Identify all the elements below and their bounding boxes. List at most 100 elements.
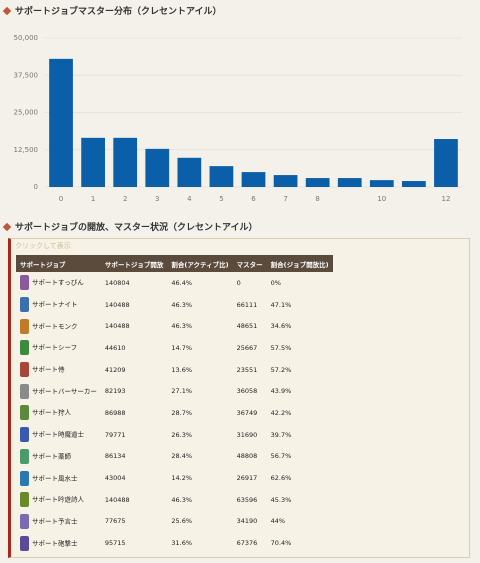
- table-cell: 0%: [267, 272, 333, 294]
- table-cell: 47.1%: [267, 294, 333, 316]
- table-row: サポート薬師 86134 28.4% 48808 56.7%: [16, 446, 333, 468]
- table-row: サポートバーサーカー 82193 27.1% 36058 43.9%: [16, 380, 333, 402]
- table-cell: 0: [233, 272, 267, 294]
- table-row: サポートすっぴん 140804 46.4% 0 0%: [16, 272, 333, 294]
- table-cell: 44%: [267, 511, 333, 533]
- table-cell: サポート狩人: [16, 402, 101, 424]
- cell-text: 25667: [236, 343, 258, 352]
- table-cell: 42.2%: [267, 402, 333, 424]
- y-tick-label: 12,500: [14, 146, 39, 154]
- bar: [177, 157, 202, 187]
- table-cell: 95715: [101, 532, 168, 554]
- table-cell: サポートすっぴん: [16, 272, 101, 294]
- cell-text: 39.7%: [270, 430, 292, 439]
- table-row: サポート侍 41209 13.6% 23551 57.2%: [16, 359, 333, 381]
- table-cell: 56.7%: [267, 446, 333, 468]
- cell-text: 26917: [236, 474, 258, 483]
- cell-text: 66111: [236, 300, 258, 309]
- table-cell: サポート吟遊詩人: [16, 489, 101, 511]
- table-cell: 67376: [233, 532, 267, 554]
- toggle-link[interactable]: クリックして表示: [15, 242, 71, 250]
- table-row: サポート予言士 77675 25.6% 34190 44%: [16, 511, 333, 533]
- table-cell: 31690: [233, 424, 267, 446]
- table-cell: 86134: [101, 446, 168, 468]
- x-tick-label: 6: [251, 195, 256, 203]
- table-cell: 27.1%: [167, 380, 232, 402]
- bar: [209, 166, 234, 187]
- job-icon: [20, 427, 29, 443]
- table-cell: 34.6%: [267, 315, 333, 337]
- job-icon: [20, 340, 29, 356]
- cell-text: 57.2%: [270, 365, 292, 374]
- table-cell: 46.4%: [167, 272, 232, 294]
- table-cell: 36058: [233, 380, 267, 402]
- cell-text: 43004: [104, 474, 126, 483]
- table-cell: 70.4%: [267, 532, 333, 554]
- table-cell: 48651: [233, 315, 267, 337]
- job-icon: [20, 513, 29, 529]
- bar: [273, 175, 298, 187]
- x-tick-label: 4: [187, 195, 192, 203]
- job-icon: [20, 318, 29, 334]
- cell-text: 26.3%: [171, 430, 193, 439]
- table-row: サポートモンク 140488 46.3% 48651 34.6%: [16, 315, 333, 337]
- table-cell: サポートナイト: [16, 294, 101, 316]
- cell-text: 34.6%: [270, 322, 292, 331]
- cell-text: サポート薬師: [32, 452, 71, 461]
- table-cell: 14.2%: [167, 467, 232, 489]
- cell-text: 63596: [236, 495, 258, 504]
- table-cell: サポート砲撃士: [16, 532, 101, 554]
- cell-text: サポート予言士: [32, 517, 78, 526]
- cell-text: 140488: [104, 495, 130, 504]
- cell-text: 67376: [236, 539, 258, 548]
- table-cell: 46.3%: [167, 315, 232, 337]
- x-tick-label: 10: [377, 195, 386, 203]
- table-cell: 48808: [233, 446, 267, 468]
- cell-text: サポートすっぴん: [32, 278, 84, 287]
- cell-text: 46.3%: [171, 322, 193, 331]
- cell-text: 47.1%: [270, 300, 292, 309]
- table-cell: 86988: [101, 402, 168, 424]
- job-icon: [20, 275, 29, 291]
- header-cell: サポートジョブ開放: [100, 255, 168, 272]
- section-title: サポートジョブの開放、マスター状況（クレセントアイル）: [4, 220, 258, 233]
- job-icon: [20, 405, 29, 421]
- cell-text: サポートシーフ: [32, 343, 78, 352]
- cell-text: 28.4%: [171, 452, 193, 461]
- table-cell: 25.6%: [167, 511, 232, 533]
- cell-text: 140804: [104, 278, 130, 287]
- job-icon: [20, 362, 29, 378]
- cell-text: サポートバーサーカー: [32, 387, 97, 396]
- cell-text: サポート侍: [32, 365, 65, 374]
- cell-text: 79771: [104, 430, 126, 439]
- cell-text: サポートナイト: [32, 300, 78, 309]
- table-cell: 46.3%: [167, 294, 232, 316]
- cell-text: 31.6%: [171, 539, 193, 548]
- cell-text: 27.1%: [171, 387, 193, 396]
- table-cell: サポート薬師: [16, 446, 101, 468]
- bar: [305, 178, 330, 187]
- chart-title: サポートジョブマスター分布（クレセントアイル）: [4, 4, 222, 17]
- cell-text: 13.6%: [171, 365, 193, 374]
- table-cell: サポート侍: [16, 359, 101, 381]
- y-tick-label: 50,000: [14, 34, 39, 42]
- table-cell: 140488: [101, 489, 168, 511]
- cell-text: サポート風水士: [32, 474, 78, 483]
- x-tick-label: 7: [283, 195, 287, 203]
- table-row: サポート砲撃士 95715 31.6% 67376 70.4%: [16, 532, 333, 554]
- cell-text: サポート狩人: [32, 408, 71, 417]
- cell-text: 140488: [104, 322, 130, 331]
- table-row: サポート時魔道士 79771 26.3% 31690 39.7%: [16, 424, 333, 446]
- table-cell: 79771: [101, 424, 168, 446]
- cell-text: サポート砲撃士: [32, 539, 78, 548]
- cell-text: 28.7%: [171, 408, 193, 417]
- y-tick-label: 0: [34, 183, 38, 191]
- cell-text: サポートモンク: [32, 322, 78, 331]
- cell-text: 25.6%: [171, 517, 193, 526]
- bar: [369, 180, 394, 187]
- cell-text: 14.7%: [171, 343, 193, 352]
- bar: [434, 139, 458, 187]
- table-cell: 26917: [233, 467, 267, 489]
- table-row: サポート狩人 86988 28.7% 36749 42.2%: [16, 402, 333, 424]
- table-cell: 82193: [101, 380, 168, 402]
